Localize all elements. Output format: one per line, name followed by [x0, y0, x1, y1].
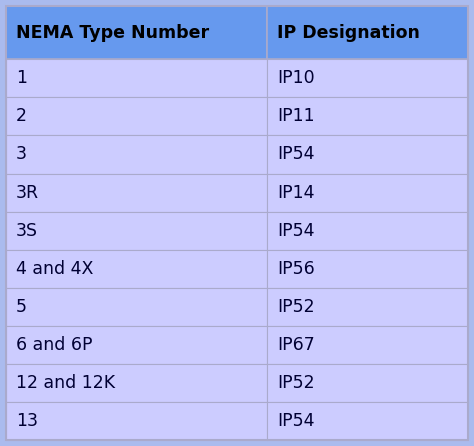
Bar — [6, 288, 267, 326]
Bar — [6, 173, 267, 211]
Bar — [6, 6, 267, 59]
Text: IP54: IP54 — [277, 222, 315, 240]
Text: IP67: IP67 — [277, 336, 315, 354]
Bar — [6, 136, 267, 173]
Text: IP54: IP54 — [277, 145, 315, 164]
Bar — [267, 97, 468, 136]
Bar — [6, 402, 267, 440]
Text: 12 and 12K: 12 and 12K — [16, 374, 115, 392]
Bar — [267, 326, 468, 364]
Text: IP52: IP52 — [277, 298, 315, 316]
Text: IP14: IP14 — [277, 184, 315, 202]
Bar — [6, 211, 267, 250]
Text: NEMA Type Number: NEMA Type Number — [16, 24, 209, 41]
Text: IP10: IP10 — [277, 69, 315, 87]
Text: IP56: IP56 — [277, 260, 315, 278]
Bar — [6, 250, 267, 288]
Bar — [267, 402, 468, 440]
Text: 5: 5 — [16, 298, 27, 316]
Bar — [267, 288, 468, 326]
Bar — [267, 250, 468, 288]
Bar — [267, 211, 468, 250]
Text: 13: 13 — [16, 412, 38, 430]
Text: 3S: 3S — [16, 222, 38, 240]
Text: 2: 2 — [16, 107, 27, 125]
Bar — [267, 136, 468, 173]
Text: IP11: IP11 — [277, 107, 315, 125]
Bar — [267, 6, 468, 59]
Text: 3: 3 — [16, 145, 27, 164]
Text: 4 and 4X: 4 and 4X — [16, 260, 93, 278]
Text: IP54: IP54 — [277, 412, 315, 430]
Bar — [267, 59, 468, 97]
Bar — [6, 59, 267, 97]
Text: 1: 1 — [16, 69, 27, 87]
Bar — [267, 173, 468, 211]
Bar — [6, 97, 267, 136]
Text: 3R: 3R — [16, 184, 39, 202]
Bar — [267, 364, 468, 402]
Text: IP52: IP52 — [277, 374, 315, 392]
Bar — [6, 364, 267, 402]
Text: IP Designation: IP Designation — [277, 24, 420, 41]
Bar — [6, 326, 267, 364]
Text: 6 and 6P: 6 and 6P — [16, 336, 92, 354]
